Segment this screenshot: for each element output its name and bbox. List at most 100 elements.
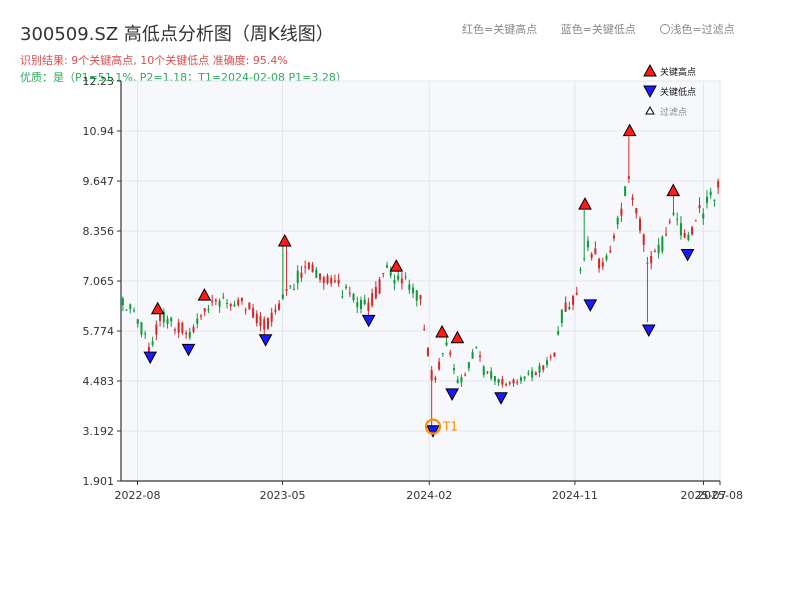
candle-body: [185, 332, 188, 335]
candle-body: [653, 250, 656, 252]
key-low-marker: [181, 343, 196, 357]
candle-body: [575, 292, 578, 295]
x-tick-label: 2022-08: [114, 489, 160, 502]
candle-body: [289, 285, 292, 287]
candle-body: [226, 302, 229, 304]
candle-body: [400, 278, 403, 284]
y-tick-label: 8.356: [83, 225, 115, 238]
candle-body: [192, 326, 195, 332]
candle-body: [229, 304, 232, 307]
candle-body: [304, 266, 307, 268]
candle-body: [694, 220, 697, 222]
candle-body: [698, 205, 701, 209]
candle-body: [419, 295, 422, 300]
candle-body: [322, 277, 325, 283]
candle-body: [214, 299, 217, 302]
candle-body: [300, 272, 303, 278]
candle-body: [311, 264, 314, 272]
candle-body: [616, 217, 619, 225]
candle-body: [203, 308, 206, 312]
candle-body: [296, 270, 299, 283]
candle-body: [155, 324, 158, 335]
candle-body: [650, 256, 653, 264]
candle-body: [374, 286, 377, 299]
candle-body: [393, 280, 396, 284]
candle-body: [144, 333, 147, 335]
candle-body: [482, 366, 485, 376]
candle-body: [233, 304, 236, 307]
candle-body: [456, 379, 459, 384]
candle-body: [385, 265, 389, 268]
candle-body: [672, 212, 675, 215]
candle-body: [497, 378, 500, 384]
candle-body: [270, 312, 273, 322]
y-tick-label: 3.192: [83, 425, 115, 438]
candle-body: [341, 296, 344, 298]
candle-body: [315, 269, 318, 278]
candle-body: [363, 299, 366, 304]
color-key-light: 〇浅色=过滤点: [659, 23, 735, 36]
candle-body: [624, 186, 627, 197]
color-key-blue: 蓝色=关键低点: [560, 23, 636, 36]
candle-body: [132, 310, 136, 312]
key-low-marker: [258, 334, 273, 347]
candle-body: [519, 377, 522, 381]
candle-body: [252, 308, 255, 318]
candle-body: [244, 309, 247, 311]
candle-body: [237, 299, 240, 306]
key-high-marker: [389, 259, 404, 272]
candle-body: [620, 208, 623, 216]
candle-body: [218, 300, 221, 307]
candle-body: [359, 300, 362, 309]
key-low-marker: [680, 248, 695, 262]
candle-body: [441, 353, 444, 355]
key-high-marker: [435, 324, 449, 338]
axes: 12.23 10.94 9.647 8.356 7.065 5.774 4.483 3.192…: [83, 75, 743, 502]
candle-body: [222, 296, 225, 298]
key-point-markers: T1: [143, 123, 695, 438]
candle-body: [248, 302, 251, 310]
candle-body: [196, 318, 199, 324]
candle-body: [281, 294, 284, 299]
candle-body: [136, 319, 139, 324]
candle-body: [452, 368, 456, 371]
x-tick-label: 2023-05: [260, 489, 306, 502]
candle-body: [691, 227, 694, 235]
candle-body: [211, 300, 214, 303]
color-key-red: 红色=关键高点: [462, 23, 538, 36]
candle-body: [683, 232, 686, 238]
candle-body: [166, 318, 169, 325]
candle-body: [475, 347, 478, 349]
candle-body: [527, 372, 530, 374]
candle-body: [147, 347, 150, 352]
t1-label: T1: [442, 420, 458, 434]
candle-body: [371, 293, 374, 306]
candle-body: [583, 258, 586, 260]
candle-body: [505, 384, 508, 386]
x-tick-label: 2025-07: [681, 489, 727, 502]
candle-body: [493, 376, 496, 382]
candle-body: [121, 298, 124, 306]
key-low-marker: [641, 324, 656, 338]
candle-body: [151, 341, 154, 345]
candle-body: [564, 302, 567, 312]
candle-body: [404, 276, 407, 278]
key-low-marker: [583, 299, 598, 312]
candle-body: [572, 295, 575, 305]
candle-body: [579, 269, 582, 271]
candle-body: [646, 262, 649, 264]
candle-body: [594, 248, 597, 255]
candle-body: [125, 309, 128, 311]
color-key: 红色=关键高点 蓝色=关键低点 〇浅色=过滤点: [462, 21, 755, 37]
x-tick-label: 2024-02: [406, 489, 452, 502]
candle-body: [307, 262, 310, 269]
candle-body: [713, 199, 716, 201]
candle-body: [705, 196, 709, 203]
candle-body: [423, 328, 426, 330]
candle-body: [545, 360, 549, 365]
t1-ring: [424, 418, 442, 435]
candle-body: [687, 234, 690, 240]
candle-body: [467, 362, 470, 369]
candle-body: [665, 234, 668, 236]
candle-body: [438, 361, 441, 370]
